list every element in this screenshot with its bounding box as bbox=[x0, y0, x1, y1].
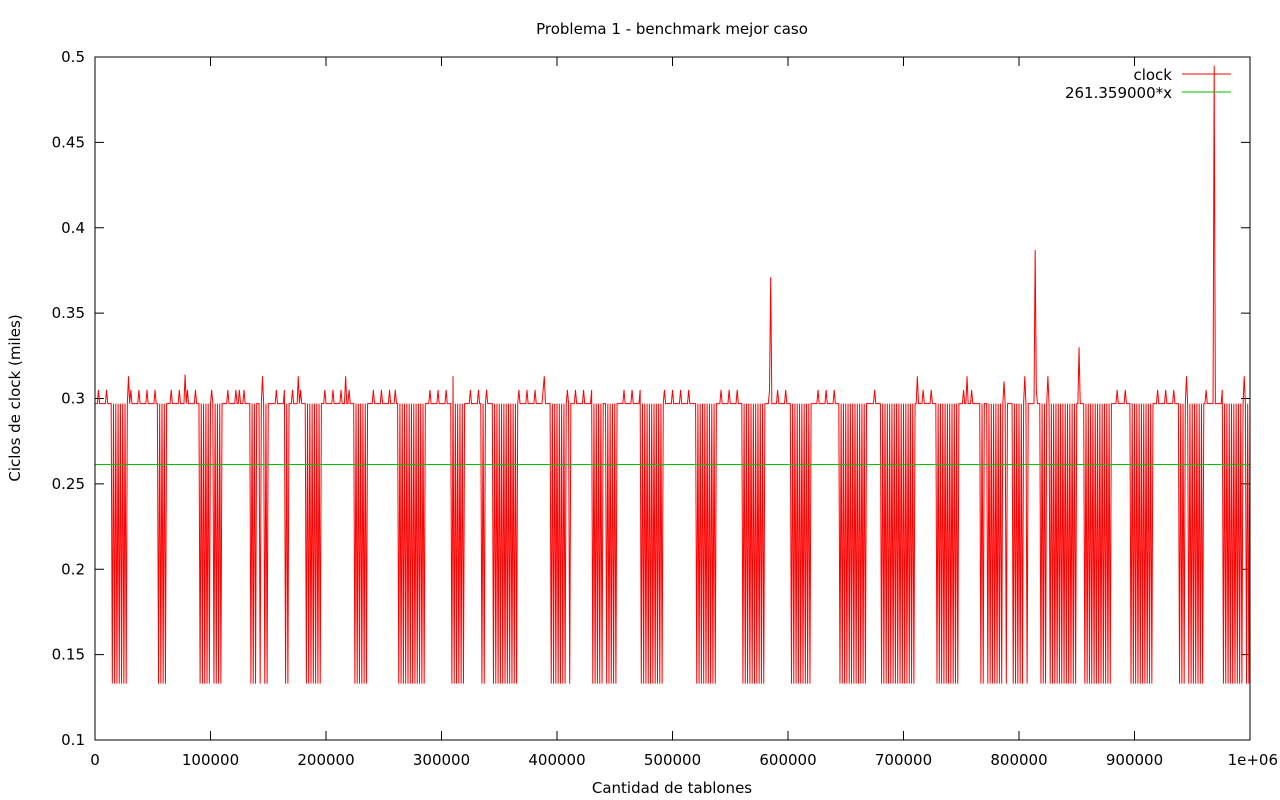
x-axis-label: Cantidad de tablones bbox=[592, 779, 752, 797]
x-tick-label: 300000 bbox=[413, 751, 470, 769]
y-tick-label: 0.25 bbox=[52, 475, 85, 493]
y-tick-label: 0.35 bbox=[52, 304, 85, 322]
axis-ticks: 0.1 0.15 0.2 0.25 0.3 0.35 0.4 0.45 0.5 0 100000 20… bbox=[52, 48, 1278, 769]
series-clock-line bbox=[95, 65, 1251, 684]
x-tick-label: 100000 bbox=[182, 751, 239, 769]
x-tick-label: 700000 bbox=[875, 751, 932, 769]
legend: clock 261.359000*x bbox=[1065, 66, 1231, 102]
legend-label-clock: clock bbox=[1133, 66, 1172, 84]
y-tick-label: 0.5 bbox=[61, 48, 85, 66]
plot-frame bbox=[94, 56, 1251, 741]
y-tick-label: 0.2 bbox=[61, 560, 85, 578]
chart-title: Problema 1 - benchmark mejor caso bbox=[536, 20, 808, 38]
x-tick-label: 200000 bbox=[297, 751, 354, 769]
y-tick-label: 0.3 bbox=[61, 390, 85, 408]
y-tick-label: 0.45 bbox=[52, 133, 85, 151]
x-tick-label: 600000 bbox=[759, 751, 816, 769]
plot-series bbox=[95, 65, 1251, 684]
x-tick-label: 0 bbox=[90, 751, 100, 769]
x-tick-label: 900000 bbox=[1106, 751, 1163, 769]
x-tick-label: 1e+06 bbox=[1228, 751, 1278, 769]
y-tick-label: 0.15 bbox=[52, 646, 85, 664]
x-tick-label: 800000 bbox=[990, 751, 1047, 769]
legend-label-fit: 261.359000*x bbox=[1065, 84, 1172, 102]
y-axis-label: Ciclos de clock (miles) bbox=[6, 314, 24, 481]
y-tick-label: 0.4 bbox=[61, 219, 85, 237]
x-tick-label: 400000 bbox=[528, 751, 585, 769]
x-tick-label: 500000 bbox=[644, 751, 701, 769]
y-tick-label: 0.1 bbox=[61, 731, 85, 749]
